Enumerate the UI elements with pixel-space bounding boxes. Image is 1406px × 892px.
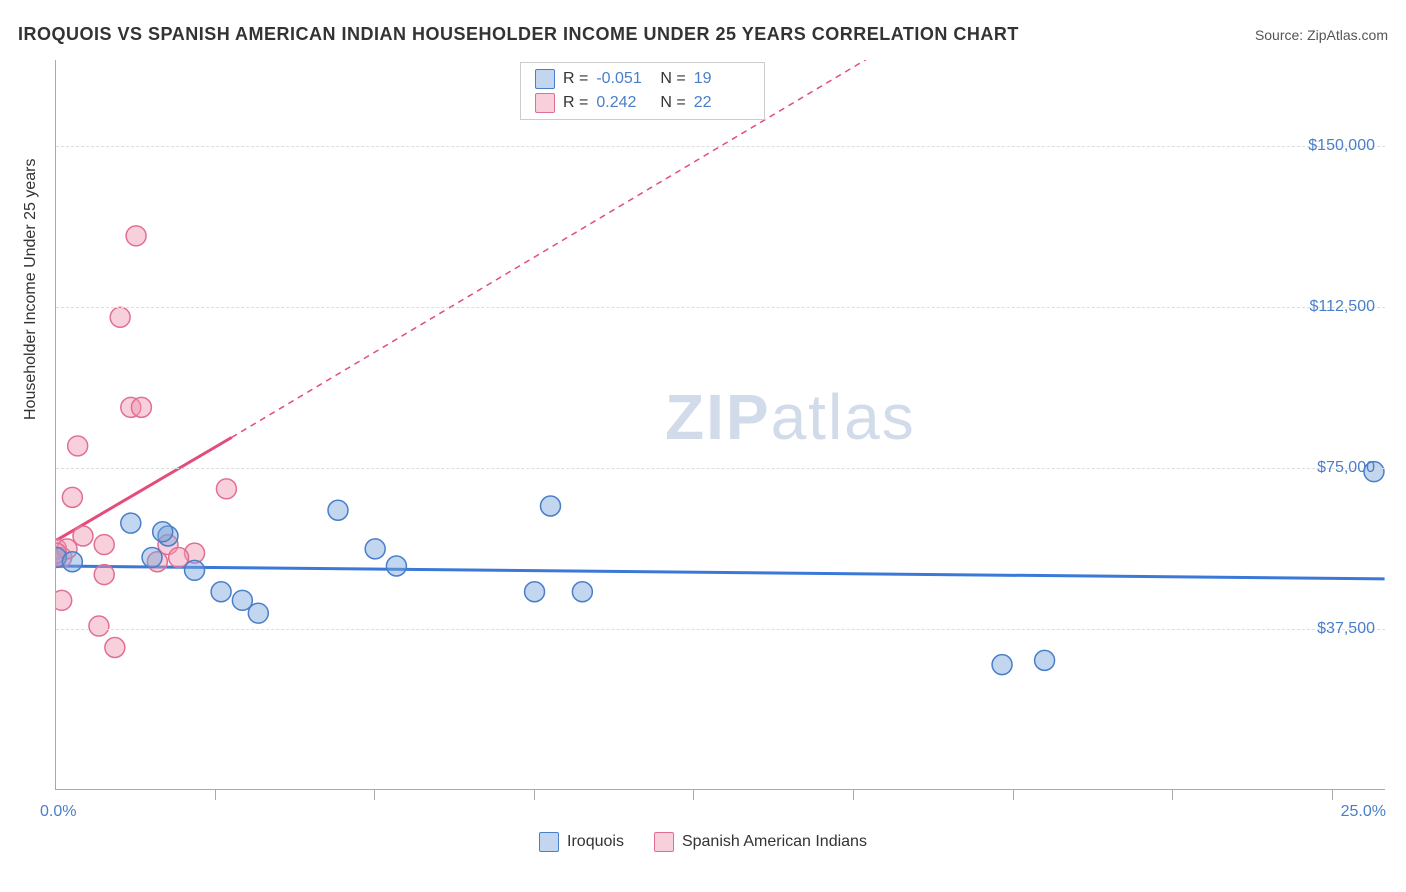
legend-item-iroquois: Iroquois	[539, 832, 624, 852]
x-axis-max-label: 25.0%	[1341, 803, 1386, 821]
data-point-iroquois	[572, 582, 592, 602]
gridline-h	[56, 307, 1385, 308]
x-tick	[693, 790, 694, 800]
data-point-iroquois	[541, 496, 561, 516]
chart-header: IROQUOIS VS SPANISH AMERICAN INDIAN HOUS…	[18, 24, 1388, 45]
data-point-spanish	[94, 535, 114, 555]
swatch-iroquois	[535, 69, 555, 89]
x-axis-min-label: 0.0%	[40, 803, 76, 821]
data-point-iroquois	[365, 539, 385, 559]
chart-source: Source: ZipAtlas.com	[1255, 27, 1388, 43]
y-axis-title: Householder Income Under 25 years	[22, 159, 40, 420]
x-tick	[534, 790, 535, 800]
r-value-iroquois: -0.051	[596, 70, 652, 88]
data-point-spanish	[216, 479, 236, 499]
gridline-h	[56, 629, 1385, 630]
gridline-h	[56, 146, 1385, 147]
data-point-spanish	[56, 590, 72, 610]
legend-label-spanish: Spanish American Indians	[682, 833, 867, 851]
r-label: R =	[563, 70, 588, 88]
stats-row-spanish: R = 0.242 N = 22	[535, 91, 750, 115]
legend-item-spanish: Spanish American Indians	[654, 832, 867, 852]
gridline-h	[56, 468, 1385, 469]
data-point-iroquois	[121, 513, 141, 533]
legend-swatch-spanish	[654, 832, 674, 852]
chart-legend: Iroquois Spanish American Indians	[0, 832, 1406, 852]
data-point-iroquois	[386, 556, 406, 576]
data-point-iroquois	[153, 522, 173, 542]
x-tick	[1332, 790, 1333, 800]
data-point-spanish	[94, 565, 114, 585]
data-point-iroquois	[62, 552, 82, 572]
x-tick	[853, 790, 854, 800]
legend-label-iroquois: Iroquois	[567, 833, 624, 851]
data-point-iroquois	[185, 560, 205, 580]
data-point-spanish	[89, 616, 109, 636]
x-tick	[215, 790, 216, 800]
data-point-spanish	[110, 307, 130, 327]
r-value-spanish: 0.242	[596, 94, 652, 112]
y-tick-label: $37,500	[1317, 620, 1375, 638]
data-point-spanish	[105, 638, 125, 658]
chart-plot-area: $37,500 $75,000 $112,500 $150,000	[55, 60, 1385, 790]
data-point-iroquois	[328, 500, 348, 520]
chart-title: IROQUOIS VS SPANISH AMERICAN INDIAN HOUS…	[18, 24, 1019, 45]
data-point-spanish	[68, 436, 88, 456]
scatter-plot-svg	[56, 60, 1385, 789]
n-label: N =	[660, 94, 685, 112]
y-tick-label: $150,000	[1308, 137, 1375, 155]
data-point-iroquois	[525, 582, 545, 602]
legend-swatch-iroquois	[539, 832, 559, 852]
y-tick-label: $75,000	[1317, 459, 1375, 477]
stats-row-iroquois: R = -0.051 N = 19	[535, 67, 750, 91]
n-value-iroquois: 19	[694, 70, 750, 88]
n-value-spanish: 22	[694, 94, 750, 112]
data-point-spanish	[131, 397, 151, 417]
data-point-spanish	[62, 487, 82, 507]
x-tick	[1013, 790, 1014, 800]
x-tick	[374, 790, 375, 800]
x-tick	[1172, 790, 1173, 800]
data-point-iroquois	[142, 547, 162, 567]
data-point-iroquois	[1035, 650, 1055, 670]
data-point-iroquois	[211, 582, 231, 602]
swatch-spanish	[535, 93, 555, 113]
n-label: N =	[660, 70, 685, 88]
y-tick-label: $112,500	[1309, 298, 1375, 316]
data-point-spanish	[126, 226, 146, 246]
correlation-stats-box: R = -0.051 N = 19 R = 0.242 N = 22	[520, 62, 765, 120]
data-point-spanish	[73, 526, 93, 546]
data-point-iroquois	[248, 603, 268, 623]
data-point-iroquois	[992, 655, 1012, 675]
r-label: R =	[563, 94, 588, 112]
